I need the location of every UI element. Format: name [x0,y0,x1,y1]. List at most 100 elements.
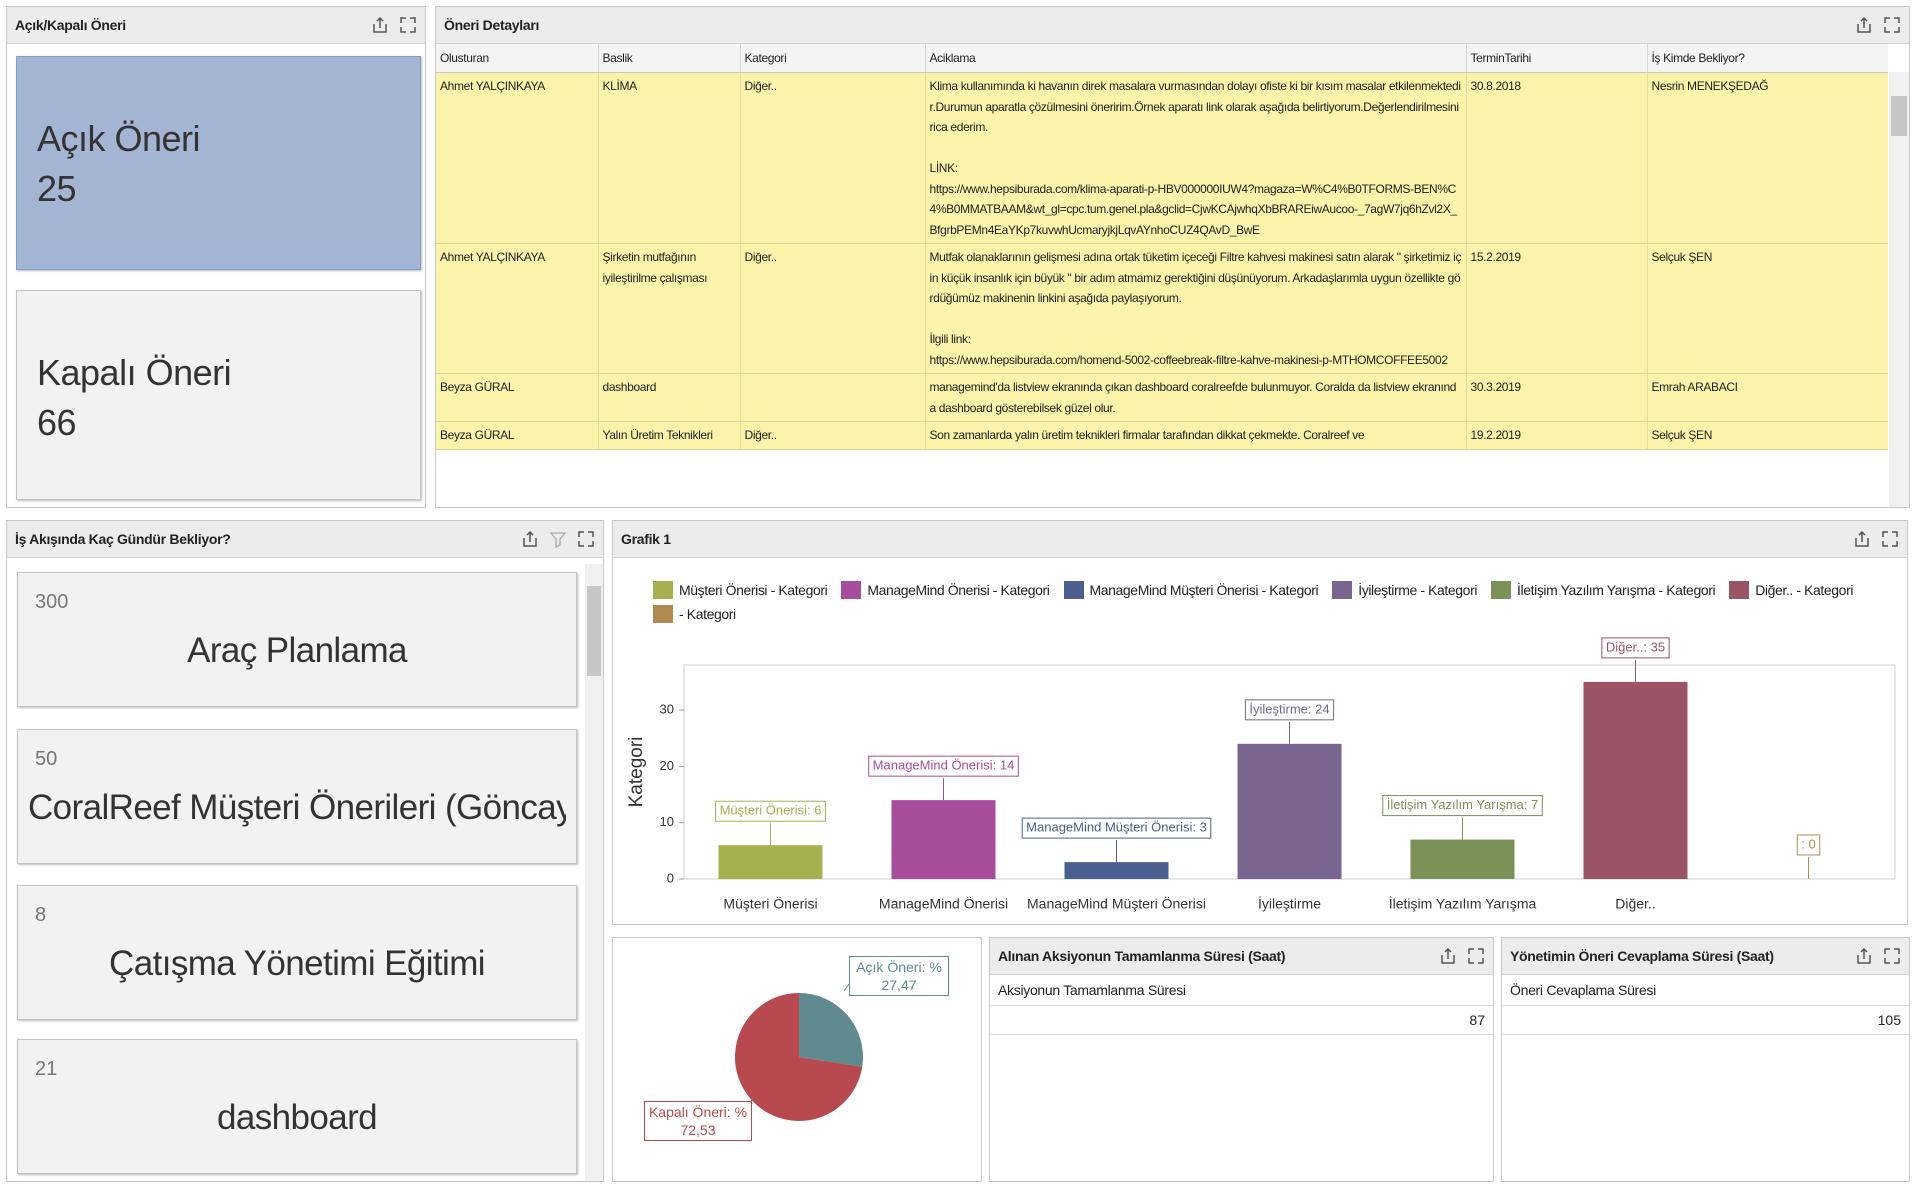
table-cell: Yalın Üretim Teknikleri [598,422,740,450]
waiting-card[interactable]: 300 Araç Planlama [17,572,577,707]
legend-item[interactable]: ManageMind Müşteri Önerisi - Kategori [1064,581,1319,599]
table-row[interactable]: Ahmet YALÇINKAYAŞirketin mutfağının iyil… [436,244,1888,374]
label-box [1022,818,1211,838]
legend-swatch [1332,581,1352,599]
summary-card[interactable]: Açık Öneri25 [16,56,421,270]
panel-title: Alınan Aksiyonun Tamamlanma Süresi (Saat… [998,948,1285,964]
column-header: İş Kimde Bekliyor? [1647,44,1888,73]
x-tick-label: İletişim Yazılım Yarışma [1389,895,1537,912]
label-box [1245,700,1333,720]
data-label: : 0 [1801,836,1815,851]
maximize-icon[interactable] [1883,947,1901,965]
filter-icon[interactable] [549,530,567,548]
maximize-icon[interactable] [1883,16,1901,34]
waiting-panel: İş Akışında Kaç Gündür Bekliyor? 300 Araç… [6,520,604,1182]
export-icon[interactable] [1855,16,1873,34]
export-icon[interactable] [371,16,389,34]
waiting-label: dashboard [28,1098,566,1138]
export-icon[interactable] [1439,947,1457,965]
bar [1584,682,1688,879]
header-icons[interactable] [1439,947,1485,965]
y-axis-title: Kategori [626,737,647,808]
panel-title: Yönetimin Öneri Cevaplama Süresi (Saat) [1510,948,1774,964]
maximize-icon[interactable] [399,16,417,34]
legend-swatch [653,605,673,623]
table-cell: Selçuk ŞEN [1647,244,1888,374]
table-row[interactable]: Beyza GÜRALYalın Üretim TeknikleriDiğer.… [436,422,1888,450]
bar-chart-panel: Grafik 1 Müşteri Önerisi - Kategori Manag… [612,520,1908,925]
waiting-days: 50 [35,748,57,771]
header-icons[interactable] [1855,947,1901,965]
maximize-icon[interactable] [1881,530,1899,548]
panel-header: Açık/Kapalı Öneri [7,7,425,44]
x-tick-label: Müşteri Önerisi [723,895,817,912]
legend-item[interactable]: - Kategori [653,605,736,623]
scrollbar[interactable] [585,564,603,1181]
legend-label: ManageMind Müşteri Önerisi - Kategori [1090,582,1319,598]
pie-label: Kapalı Öneri: % 72,53 [644,1101,752,1141]
label-box [716,801,826,821]
legend-item[interactable]: Müşteri Önerisi - Kategori [653,581,827,599]
pie-panel: Açık Öneri: % 27,47Kapalı Öneri: % 72,53 [612,937,982,1182]
header-icons[interactable] [1855,16,1901,34]
data-label: ManageMind Önerisi: 14 [873,758,1015,773]
y-tick-label: 10 [660,814,674,829]
completion-panel: Alınan Aksiyonun Tamamlanma Süresi (Saat… [989,937,1494,1182]
column-header: Olusturan [436,44,598,73]
maximize-icon[interactable] [577,530,595,548]
legend-item[interactable]: İyileştirme - Kategori [1332,581,1477,599]
scrollbar[interactable] [1889,72,1909,507]
bar [1065,862,1169,879]
scroll-thumb[interactable] [587,586,601,676]
x-tick-label: İyileştirme [1258,895,1321,912]
table-cell: Klima kullanımında ki havanın direk masa… [925,73,1466,244]
bar [719,845,823,879]
legend-item[interactable]: ManageMind Önerisi - Kategori [841,581,1049,599]
waiting-label: Araç Planlama [28,631,566,671]
legend-label: - Kategori [679,606,736,622]
scroll-thumb[interactable] [1891,96,1907,136]
summary-card[interactable]: Kapalı Öneri66 [16,290,421,500]
table-row[interactable]: Ahmet YALÇINKAYAKLİMADiğer..Klima kullan… [436,73,1888,244]
export-icon[interactable] [521,530,539,548]
header-icons[interactable] [371,16,417,34]
legend-label: Müşteri Önerisi - Kategori [679,582,827,598]
value-cell: 87 [990,1006,1493,1035]
table-cell: 15.2.2019 [1466,244,1647,374]
value-cell: 105 [1502,1006,1909,1035]
waiting-days: 300 [35,591,68,614]
export-icon[interactable] [1853,530,1871,548]
bar [1411,840,1515,879]
header-icons[interactable] [1853,530,1899,548]
column-header: TerminTarihi [1466,44,1647,73]
waiting-days: 21 [35,1058,57,1081]
table-row[interactable]: Beyza GÜRALdashboardmanagemind'da listvi… [436,374,1888,422]
x-tick-label: ManageMind Önerisi [879,895,1008,912]
legend-item[interactable]: İletişim Yazılım Yarışma - Kategori [1491,581,1715,599]
legend-swatch [841,581,861,599]
panel-title: İş Akışında Kaç Gündür Bekliyor? [15,531,231,547]
table-cell: Ahmet YALÇINKAYA [436,73,598,244]
export-icon[interactable] [1855,947,1873,965]
bar [1238,744,1342,879]
x-tick-label: ManageMind Müşteri Önerisi [1027,895,1206,912]
panel-title: Grafik 1 [621,531,671,547]
y-tick-label: 20 [660,758,674,773]
response-panel: Yönetimin Öneri Cevaplama Süresi (Saat) … [1501,937,1910,1182]
legend-swatch [653,581,673,599]
legend-label: İletişim Yazılım Yarışma - Kategori [1517,582,1715,598]
data-label: Müşteri Önerisi: 6 [720,803,822,818]
header-icons[interactable] [521,530,595,548]
column-header: Kategori [740,44,925,73]
header-row: OlusturanBaslikKategoriAciklamaTerminTar… [436,44,1888,73]
legend-item[interactable]: Diğer.. - Kategori [1729,581,1853,599]
waiting-card[interactable]: 21 dashboard [17,1039,577,1174]
waiting-label: CoralReef Müşteri Önerileri (Göncay... [28,788,566,828]
waiting-card[interactable]: 50 CoralReef Müşteri Önerileri (Göncay... [17,729,577,864]
maximize-icon[interactable] [1467,947,1485,965]
panel-header: İş Akışında Kaç Gündür Bekliyor? [7,521,603,558]
column-header: Baslik [598,44,740,73]
waiting-card[interactable]: 8Çatışma Yönetimi Eğitimi [17,885,577,1020]
pie-slice[interactable] [799,993,863,1067]
